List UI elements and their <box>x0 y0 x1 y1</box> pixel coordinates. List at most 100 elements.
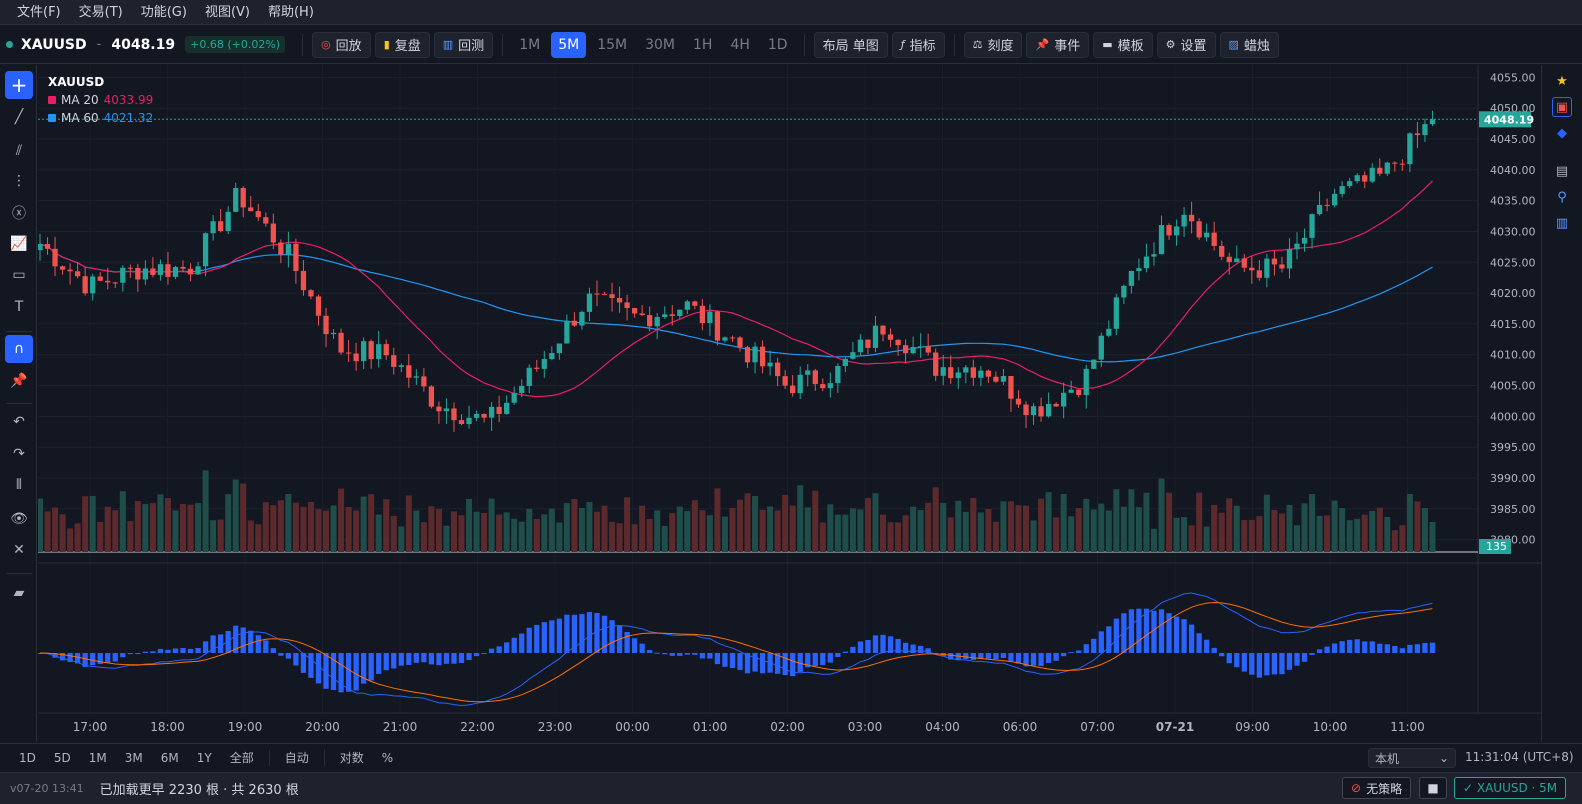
timeframe-5m[interactable]: 5M <box>551 31 587 58</box>
volume-badge-text: 135 <box>1486 540 1507 553</box>
volume-bar <box>706 515 713 552</box>
macd-histogram-bar <box>677 653 683 656</box>
range-3m[interactable]: 3M <box>124 750 143 765</box>
undo-icon[interactable]: ↶ <box>13 414 25 430</box>
pin-icon[interactable]: 📌 <box>10 373 28 389</box>
price-tick-label: 4010.00 <box>1490 349 1536 362</box>
volume-bar <box>277 500 284 552</box>
scale-button[interactable]: ⚖ 刻度 <box>963 31 1023 58</box>
legend-ma20[interactable]: MA 20 4033.99 <box>48 91 153 109</box>
macd-histogram-bar <box>684 653 690 655</box>
timeframe-30m[interactable]: 30M <box>645 36 675 53</box>
macd-histogram-bar <box>820 653 826 666</box>
menu-view[interactable]: 视图(V) <box>204 4 250 20</box>
chart-icon[interactable]: 📈 <box>10 236 28 252</box>
macd-histogram-bar <box>112 653 118 662</box>
backtest-button[interactable]: ▥ 回测 <box>433 31 494 58</box>
indicators-button[interactable]: ƒ 指标 <box>891 31 945 58</box>
range-all[interactable]: 全部 <box>229 751 254 765</box>
magnet-icon[interactable]: ∩ <box>5 335 33 363</box>
dots-icon[interactable]: ⋮ <box>12 173 26 189</box>
candle <box>1173 226 1180 236</box>
menu-function[interactable]: 功能(G) <box>140 4 187 20</box>
menu-bar: 文件(F) 交易(T) 功能(G) 视图(V) 帮助(H) <box>0 0 1582 25</box>
macd-histogram-bar <box>82 653 88 667</box>
macd-histogram-bar <box>865 640 871 653</box>
macd-histogram-bar <box>263 640 269 653</box>
diamond-icon[interactable]: ◆ <box>1557 125 1567 141</box>
search-icon[interactable]: ⚲ <box>1557 189 1567 205</box>
events-button[interactable]: 📌 事件 <box>1026 31 1090 58</box>
log-scale-toggle[interactable]: 对数 <box>339 751 364 765</box>
range-5d[interactable]: 5D <box>53 750 71 765</box>
timeframe-4h[interactable]: 4H <box>730 36 750 53</box>
no-strategy-button[interactable]: ⊘ 无策略 <box>1342 777 1412 799</box>
chart-canvas[interactable]: 4055.004050.004045.004040.004035.004030.… <box>38 65 1541 742</box>
volume-bar <box>744 493 751 552</box>
fib-icon[interactable]: ⓧ <box>12 206 26 222</box>
text-icon[interactable]: T <box>14 299 24 315</box>
plus-icon[interactable]: + <box>5 71 33 99</box>
chart-area[interactable]: 4055.00 4050.00 4045.00 4040.00 4035.00 4030.… <box>38 65 1541 742</box>
macd-histogram-bar <box>59 653 66 661</box>
macd-histogram-bar <box>187 648 194 653</box>
rectangle-icon[interactable]: ▭ <box>12 267 26 283</box>
candle <box>1241 258 1247 268</box>
news-icon[interactable]: ▤ <box>1555 163 1569 179</box>
timeframe-1m[interactable]: 1M <box>519 36 541 53</box>
menu-file[interactable]: 文件(F) <box>17 4 61 20</box>
candle <box>195 266 201 275</box>
range-6m[interactable]: 6M <box>160 750 179 765</box>
close-icon[interactable]: ✕ <box>13 542 25 558</box>
range-1m[interactable]: 1M <box>88 750 107 765</box>
review-button[interactable]: ▮ 复盘 <box>374 31 430 58</box>
layout-button[interactable]: 布局 单图 <box>813 31 888 58</box>
ruler-icon[interactable]: ⦀ <box>15 477 23 493</box>
candle <box>428 386 435 407</box>
trendline-icon[interactable]: ╱ <box>14 109 24 125</box>
symbol-name[interactable]: XAUUSD <box>21 36 87 53</box>
volume-bar <box>481 512 488 552</box>
candle <box>1038 406 1044 417</box>
candle <box>616 298 623 303</box>
bar-chart-icon[interactable]: ▥ <box>1555 215 1569 231</box>
parallel-lines-icon[interactable]: ⫽ <box>15 143 23 159</box>
scale-label: 刻度 <box>987 39 1014 54</box>
timezone-select[interactable]: 本机 ⌄ <box>1368 748 1456 768</box>
briefcase-icon[interactable]: ▣ <box>1552 97 1572 117</box>
range-1d[interactable]: 1D <box>19 750 36 765</box>
range-1y[interactable]: 1Y <box>196 750 212 765</box>
candles-button[interactable]: ▨ 蜡烛 <box>1219 31 1279 58</box>
candle <box>345 352 352 354</box>
timeframe-1h[interactable]: 1H <box>693 36 713 53</box>
current-symbol-button[interactable]: ✓ XAUUSD · 5M <box>1454 777 1567 799</box>
auto-scale-toggle[interactable]: 自动 <box>284 751 309 765</box>
candle <box>850 352 856 359</box>
macd-histogram-bar <box>338 653 344 693</box>
macd-histogram-bar <box>902 642 909 653</box>
template-button[interactable]: ▬ 模板 <box>1093 31 1153 58</box>
volume-bar <box>119 491 126 552</box>
candle <box>812 370 818 385</box>
volume-bar <box>849 508 856 552</box>
legend-ma60[interactable]: MA 60 4021.32 <box>48 109 153 127</box>
menu-help[interactable]: 帮助(H) <box>267 4 314 20</box>
candle <box>1354 175 1360 182</box>
timeframe-15m[interactable]: 15M <box>597 36 628 53</box>
timeframe-1d[interactable]: 1D <box>767 36 788 53</box>
candle <box>59 266 66 270</box>
volume-bar <box>977 512 984 552</box>
volume-bar <box>187 504 194 552</box>
camera-icon[interactable]: ▰ <box>13 585 25 601</box>
star-icon[interactable]: ★ <box>1556 73 1568 89</box>
volume-bar <box>1233 505 1240 552</box>
eye-icon[interactable]: 👁 <box>10 511 28 527</box>
settings-button[interactable]: ⚙ 设置 <box>1156 31 1216 58</box>
price-tick-label: 4015.00 <box>1490 318 1536 331</box>
stop-button[interactable]: ■ <box>1419 777 1447 799</box>
percent-scale-toggle[interactable]: % <box>381 750 394 765</box>
menu-trade[interactable]: 交易(T) <box>78 4 123 20</box>
replay-button[interactable]: ◎ 回放 <box>312 31 371 58</box>
redo-icon[interactable]: ↷ <box>13 446 25 462</box>
candle <box>496 406 502 414</box>
